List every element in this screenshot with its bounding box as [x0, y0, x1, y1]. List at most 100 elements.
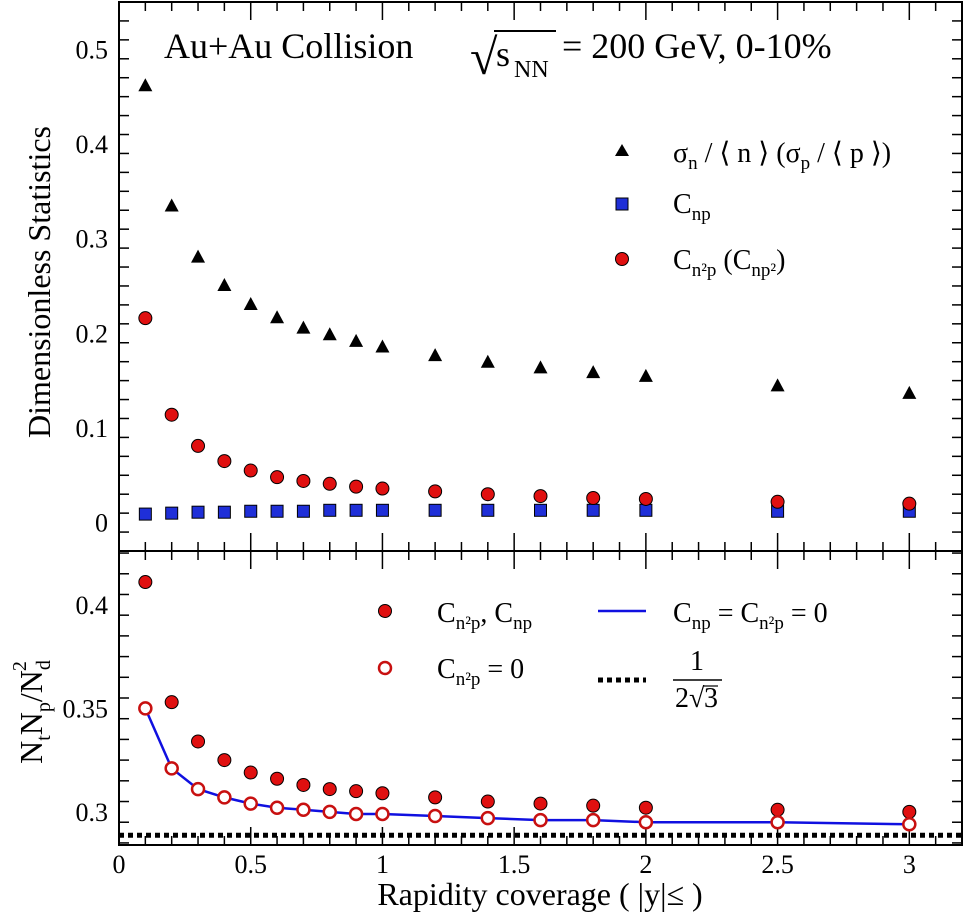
- point-both-3: [217, 753, 232, 768]
- x-tick-label-0: 0: [113, 850, 126, 879]
- point-both-14: [638, 800, 653, 815]
- point-cnp-0: [138, 507, 152, 521]
- legend-marker-cn2p: [615, 252, 629, 266]
- point-sigma-12: [533, 360, 548, 374]
- point-cn2p_zero-16: [902, 817, 917, 832]
- point-cn2p-16: [902, 496, 917, 511]
- legend-label-cn2p: Cn²p (Cnp²): [673, 245, 785, 281]
- point-cn2p_zero-1: [164, 761, 179, 776]
- x-tick-label-6: 3: [903, 850, 916, 879]
- point-sigma-15: [770, 378, 785, 392]
- point-cn2p-15: [770, 494, 785, 509]
- point-both-9: [375, 786, 390, 801]
- point-cn2p_zero-4: [243, 796, 258, 811]
- x-axis-title: Rapidity coverage ( |y|≤ ): [377, 876, 702, 912]
- point-cn2p-13: [586, 490, 601, 505]
- point-cnp-5: [270, 504, 284, 518]
- point-cnp-14: [639, 503, 653, 517]
- point-both-6: [296, 777, 311, 792]
- point-cn2p-10: [428, 484, 443, 499]
- bottom-y-tick-label-1: 0.35: [63, 694, 109, 723]
- top-panel-marks: [138, 78, 917, 521]
- x-tick-label-3: 1.5: [498, 850, 531, 879]
- point-sigma-2: [191, 249, 206, 263]
- top-y-tick-label-5: 0.5: [76, 35, 109, 64]
- x-tick-label-2: 1: [376, 850, 389, 879]
- point-cn2p-14: [638, 491, 653, 506]
- point-cn2p_zero-10: [427, 808, 443, 824]
- point-cnp-10: [428, 503, 442, 517]
- point-cn2p-8: [349, 479, 364, 494]
- point-cnp-7: [323, 503, 337, 517]
- point-both-4: [243, 765, 258, 780]
- title-suffix: = 200 GeV, 0-10%: [562, 26, 832, 66]
- point-sigma-0: [138, 78, 153, 92]
- top-y-tick-label-2: 0.2: [76, 319, 109, 348]
- legend-label-line: Cnp = Cn²p = 0: [673, 598, 828, 634]
- point-cnp-12: [534, 503, 547, 517]
- point-both-11: [480, 794, 495, 809]
- point-cnp-2: [191, 505, 205, 519]
- x-tick-label-5: 2.5: [761, 850, 794, 879]
- point-cnp-6: [296, 504, 310, 518]
- legend-label-sigma: σn / ⟨ n ⟩ (σp / ⟨ p ⟩): [673, 138, 891, 174]
- title-sqrt-s: s: [496, 34, 510, 74]
- point-cn2p_zero-7: [322, 804, 337, 820]
- bottom-y-axis-title: NtNp/Nd2: [9, 660, 55, 764]
- point-both-13: [586, 798, 601, 813]
- bottom-y-tick-label-2: 0.4: [76, 591, 109, 620]
- point-cn2p-6: [296, 473, 311, 488]
- point-both-0: [138, 575, 153, 590]
- point-cn2p-3: [217, 454, 232, 469]
- point-sigma-4: [243, 296, 258, 310]
- point-cnp-3: [217, 505, 231, 519]
- point-cn2p_zero-14: [638, 814, 654, 830]
- legend-label-reference-numerator: 1: [690, 646, 704, 677]
- point-cnp-1: [165, 506, 179, 520]
- point-both-10: [428, 790, 443, 805]
- axis-tick-labels: 0 0.5 1 1.5 2 2.5 3 0 0.1 0.2 0.3 0.4 0.5 0.3 0.35 0.4: [63, 35, 916, 879]
- point-sigma-9: [375, 339, 390, 353]
- point-cnp-9: [375, 503, 389, 517]
- bottom-y-tick-label-0: 0.3: [76, 798, 109, 827]
- x-tick-label-4: 2: [639, 850, 652, 879]
- point-cn2p-12: [533, 489, 548, 504]
- legend-marker-cnp: [615, 197, 629, 211]
- top-y-tick-label-1: 0.1: [76, 414, 109, 443]
- point-cn2p_zero-11: [480, 810, 496, 826]
- legend-marker-cn2p-zero: [377, 660, 393, 676]
- legend-marker-both: [378, 604, 392, 618]
- point-sigma-16: [902, 385, 917, 399]
- point-sigma-11: [480, 354, 495, 368]
- point-sigma-3: [217, 278, 232, 292]
- point-both-16: [902, 804, 917, 819]
- point-cn2p-0: [138, 311, 153, 326]
- top-y-tick-label-3: 0.3: [76, 225, 109, 254]
- legend-label-cnp: Cnp: [673, 189, 711, 225]
- point-cn2p_zero-9: [375, 806, 390, 822]
- point-cn2p-7: [322, 476, 337, 491]
- top-y-tick-label-0: 0: [95, 509, 108, 538]
- point-cn2p_zero-15: [770, 814, 785, 830]
- point-cn2p-5: [270, 470, 285, 485]
- point-cnp-13: [586, 503, 600, 517]
- point-cn2p-4: [243, 463, 258, 478]
- point-sigma-13: [586, 365, 601, 379]
- title-sqrt-symbol: √: [470, 29, 498, 85]
- series-line-line: [144, 707, 910, 826]
- point-cnp-8: [349, 503, 363, 517]
- point-sigma-6: [296, 320, 311, 334]
- title-prefix: Au+Au Collision: [164, 26, 413, 66]
- point-cn2p_zero-8: [348, 806, 364, 822]
- point-cn2p_zero-12: [533, 812, 548, 828]
- legend-label-both: Cn²p, Cnp: [437, 598, 532, 634]
- legend-label-cn2p-zero: Cn²p = 0: [437, 654, 524, 690]
- point-sigma-5: [270, 310, 285, 324]
- point-cn2p-1: [164, 407, 179, 422]
- legend-label-reference-denominator: 2: [675, 683, 689, 714]
- point-sigma-14: [638, 368, 653, 382]
- axis-ticks: [118, 1, 963, 845]
- point-sigma-7: [322, 327, 337, 341]
- point-sigma-8: [349, 333, 364, 347]
- point-cn2p_zero-0: [138, 701, 153, 716]
